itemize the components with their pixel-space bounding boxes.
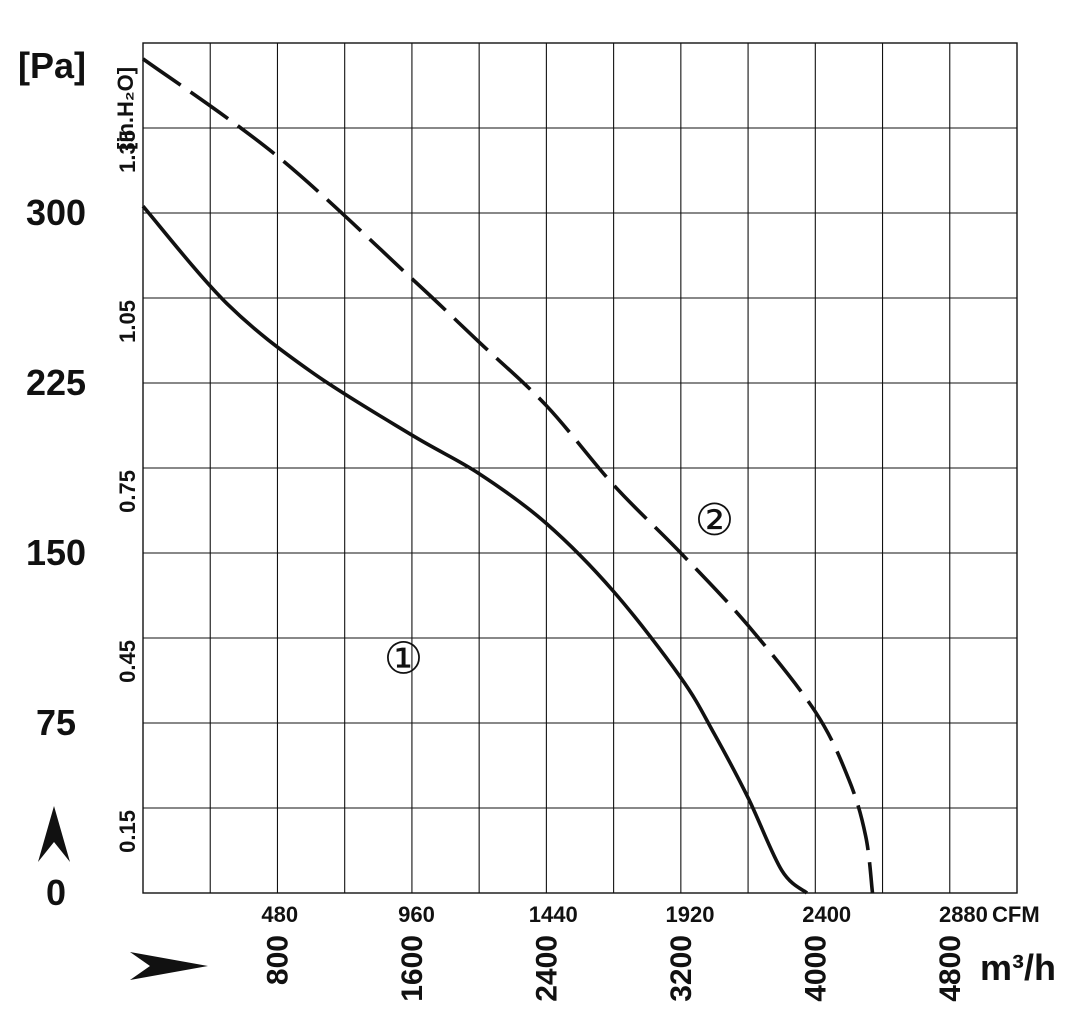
y-tick-pa-label: 0 [46,872,66,913]
x-tick-m3h-label: 4000 [799,935,832,1002]
curve-1-label: ① [384,633,423,684]
y-tick-inh2o-label: 0.45 [115,640,140,683]
curve-2-line [141,57,875,894]
x-tick-cfm-label: 2400 [802,902,851,927]
y-tick-pa-label: 150 [26,532,86,573]
x-axis-cfm-ticks: 480 960 1440 1920 2400 2880 [261,902,988,927]
x-axis-cfm-unit: CFM [992,902,1040,927]
chart-grid [142,42,1018,894]
y-tick-inh2o-label: 1.05 [115,300,140,343]
x-tick-cfm-label: 1440 [529,902,578,927]
x-axis-m3h-ticks: 800 1600 2400 3200 4000 4800 [261,935,966,1002]
y-axis-pa-unit: [Pa] [18,45,86,86]
y-tick-pa-label: 75 [36,702,76,743]
x-tick-m3h-label: 2400 [530,935,563,1002]
x-tick-cfm-label: 1920 [665,902,714,927]
y-axis-inh2o-unit: [in.H₂O] [113,67,138,150]
x-tick-m3h-label: 3200 [665,935,698,1002]
y-tick-inh2o-label: 0.75 [115,470,140,513]
x-tick-cfm-label: 960 [398,902,435,927]
y-tick-inh2o-label: 1.35 [115,130,140,173]
x-axis-m3h-unit: m³/h [980,947,1056,988]
arrow-right-icon [130,952,208,980]
y-axis-inh2o-ticks: 0.15 0.45 0.75 1.05 1.35 [115,130,140,853]
y-tick-inh2o-label: 0.15 [115,810,140,853]
arrow-up-icon [38,806,70,862]
y-axis-pa-ticks: 0 75 150 225 300 [26,192,86,913]
curve-1-line [141,205,809,895]
y-tick-pa-label: 225 [26,362,86,403]
x-tick-m3h-label: 800 [261,935,294,985]
x-tick-m3h-label: 1600 [396,935,429,1002]
curve-2-label: ② [695,495,734,546]
x-tick-cfm-label: 2880 [939,902,988,927]
x-tick-m3h-label: 4800 [934,935,967,1002]
chart-curves: ①② [141,57,875,895]
y-tick-pa-label: 300 [26,192,86,233]
x-tick-cfm-label: 480 [261,902,298,927]
